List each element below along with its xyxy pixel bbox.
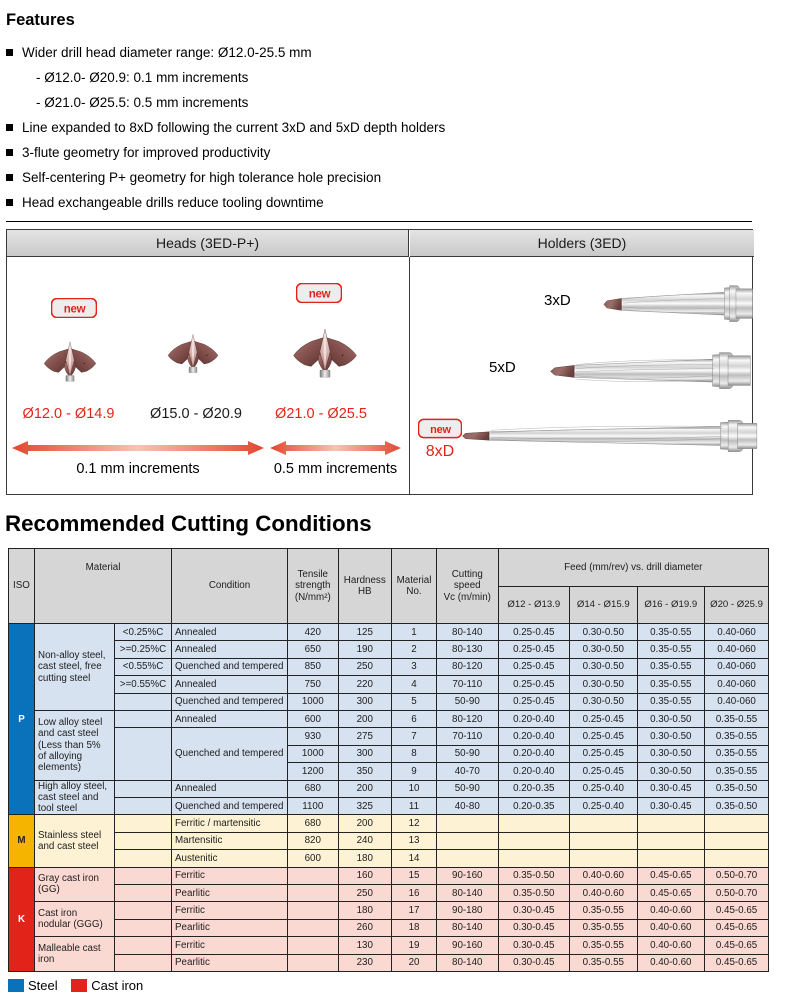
svg-text:new: new (309, 289, 331, 301)
svg-text:new: new (64, 304, 86, 316)
svg-text:new: new (430, 424, 451, 436)
